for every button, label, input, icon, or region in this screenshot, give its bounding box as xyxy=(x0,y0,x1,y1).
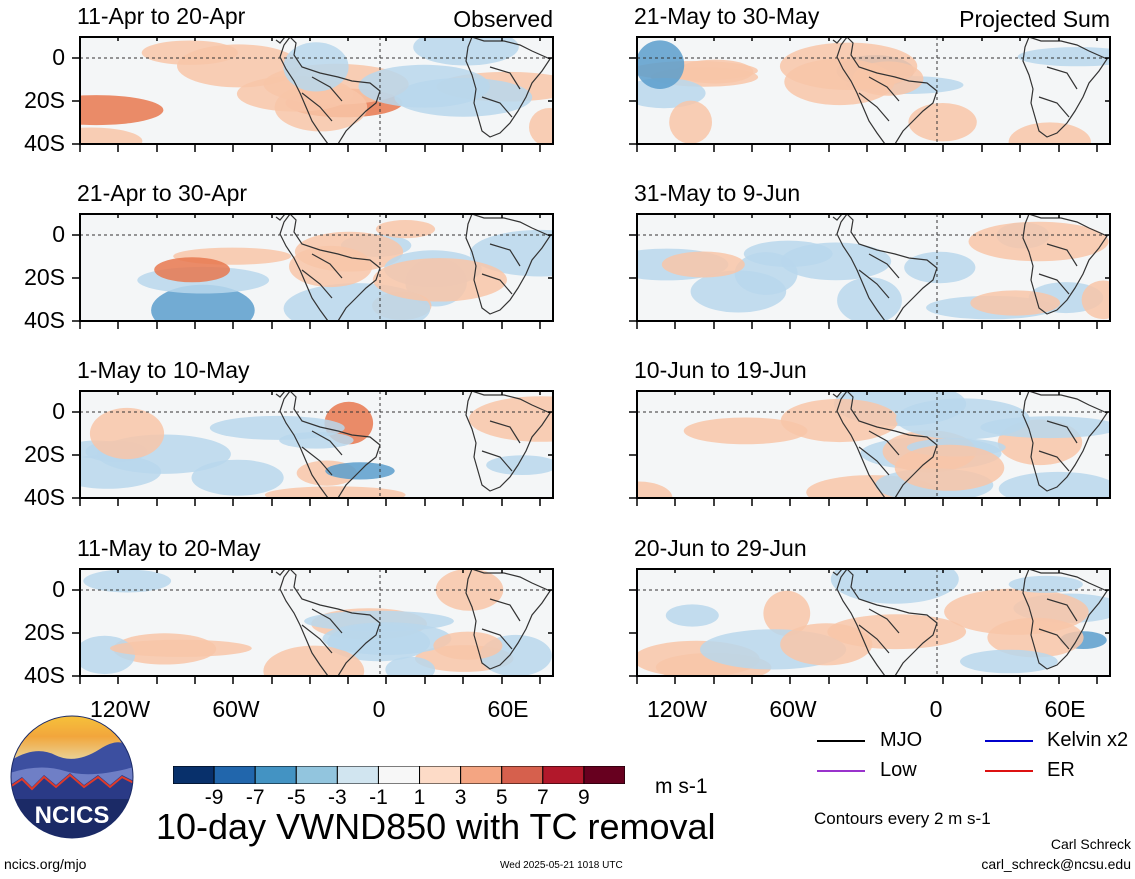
map-panel xyxy=(72,390,554,506)
coastlines xyxy=(832,214,1108,321)
panel-title: 11-Apr to 20-Apr xyxy=(77,3,246,29)
panel-title: 11-May to 20-May xyxy=(77,535,261,561)
main-title: 10-day VWND850 with TC removal xyxy=(156,806,716,847)
map-panel xyxy=(72,568,554,684)
colorbar-label: -1 xyxy=(369,786,388,809)
map-panel xyxy=(72,36,554,152)
map-field xyxy=(72,213,554,329)
lon-label: 60E xyxy=(487,696,529,722)
lon-label: 120W xyxy=(89,696,151,722)
map-panel xyxy=(72,213,554,329)
lat-label: 0 xyxy=(52,398,65,424)
lat-label: 40S xyxy=(24,307,65,333)
panel-title: 21-May to 30-May xyxy=(634,3,820,29)
legend-label-mjo: MJO xyxy=(880,729,923,751)
map-field xyxy=(72,390,554,506)
map-field xyxy=(629,36,1111,152)
map-panel xyxy=(629,36,1111,152)
panel-title: 10-Jun to 19-Jun xyxy=(634,357,807,383)
legend-line-low xyxy=(817,770,865,772)
coastlines xyxy=(832,37,1108,144)
lon-label: 60W xyxy=(769,696,817,722)
coastlines xyxy=(275,569,551,676)
coastlines xyxy=(275,214,551,321)
map-field xyxy=(72,568,554,684)
colorbar-swatch xyxy=(542,765,585,785)
coastlines xyxy=(832,391,1108,498)
map-field xyxy=(629,568,1111,684)
lon-label: 60E xyxy=(1044,696,1086,722)
lat-label: 0 xyxy=(52,576,65,602)
logo-text: NCICS xyxy=(35,802,110,829)
coastlines xyxy=(275,391,551,498)
colorbar-label: -5 xyxy=(286,786,306,809)
panel-title: 31-May to 9-Jun xyxy=(634,180,801,206)
panel-tag: Projected Sum xyxy=(959,6,1110,32)
footer-url: ncics.org/mjo xyxy=(4,856,87,872)
lat-label: 0 xyxy=(52,44,65,70)
colorbar-label: -9 xyxy=(204,786,224,809)
colorbar-label: 9 xyxy=(578,786,590,809)
contours-note: Contours every 2 m s-1 xyxy=(814,809,991,828)
panel-title: 1-May to 10-May xyxy=(77,357,250,383)
colorbar-label: 3 xyxy=(454,786,467,809)
lat-label: 0 xyxy=(52,221,65,247)
lat-label: 20S xyxy=(24,619,65,645)
lon-label: 0 xyxy=(929,696,943,722)
coastlines xyxy=(832,569,1108,676)
colorbar-swatch xyxy=(172,765,215,785)
colorbar-label: 7 xyxy=(536,786,549,809)
lat-label: 40S xyxy=(24,662,65,688)
map-panel xyxy=(629,390,1111,506)
panel-tag: Observed xyxy=(453,6,553,32)
colorbar-label: -3 xyxy=(328,786,347,809)
colorbar-swatch xyxy=(460,765,503,785)
colorbar-swatch xyxy=(254,765,297,785)
lat-label: 20S xyxy=(24,87,65,113)
lat-label: 20S xyxy=(24,264,65,290)
legend-label-low: Low xyxy=(880,759,917,781)
colorbar-swatch xyxy=(501,765,544,785)
map-field xyxy=(629,213,1111,329)
colorbar-swatches xyxy=(172,765,626,785)
map-field xyxy=(72,36,554,152)
colorbar-swatch xyxy=(419,765,462,785)
map-panel xyxy=(629,568,1111,684)
colorbar-swatch xyxy=(213,765,256,785)
legend-label-er: ER xyxy=(1047,759,1075,781)
colorbar-units: m s-1 xyxy=(655,775,708,798)
map-panel xyxy=(629,213,1111,329)
colorbar-swatch xyxy=(583,765,626,785)
legend-line-mjo xyxy=(817,740,865,742)
lon-label: 0 xyxy=(372,696,386,722)
lat-label: 40S xyxy=(24,130,65,156)
colorbar-swatch xyxy=(295,765,338,785)
lat-label: 40S xyxy=(24,484,65,510)
footer-timestamp: Wed 2025-05-21 1018 UTC xyxy=(500,860,623,871)
lat-label: 20S xyxy=(24,441,65,467)
panel-title: 20-Jun to 29-Jun xyxy=(634,535,807,561)
legend-label-kelvin: Kelvin x2 xyxy=(1047,729,1129,751)
colorbar-swatch xyxy=(377,765,421,785)
footer-author: Carl Schreck xyxy=(1050,836,1131,852)
colorbar-label: -7 xyxy=(245,786,265,809)
coastlines xyxy=(275,37,551,144)
legend-line-er xyxy=(985,770,1033,772)
legend-line-kelvin xyxy=(985,740,1033,742)
ncics-logo: NCICS xyxy=(10,715,134,839)
lon-label: 60W xyxy=(212,696,260,722)
colorbar xyxy=(172,765,626,785)
colorbar-swatch xyxy=(336,765,379,785)
footer-email: carl_schreck@ncsu.edu xyxy=(981,856,1131,872)
lon-label: 120W xyxy=(646,696,708,722)
map-field xyxy=(629,390,1111,506)
colorbar-label: 5 xyxy=(495,786,508,809)
panel-title: 21-Apr to 30-Apr xyxy=(77,180,248,206)
colorbar-label: 1 xyxy=(413,786,426,809)
